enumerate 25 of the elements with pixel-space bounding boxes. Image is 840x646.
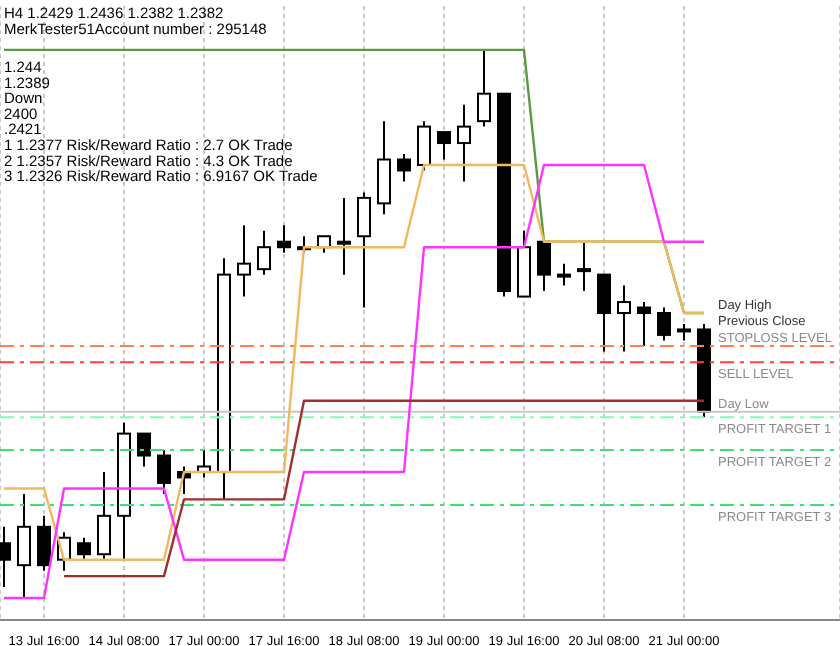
candlestick bbox=[0, 525, 11, 589]
candlestick bbox=[537, 240, 551, 293]
candlestick bbox=[157, 449, 171, 495]
candlestick bbox=[557, 262, 571, 287]
candlestick bbox=[37, 514, 51, 572]
candlestick bbox=[617, 284, 631, 353]
candlestick bbox=[357, 191, 371, 309]
candlestick bbox=[457, 103, 471, 183]
candlestick bbox=[137, 432, 151, 468]
candlestick bbox=[77, 536, 91, 561]
candlestick bbox=[97, 470, 111, 561]
candlestick bbox=[337, 196, 351, 276]
candlestick bbox=[257, 229, 271, 276]
candlestick bbox=[417, 120, 431, 172]
candlestick bbox=[437, 131, 451, 161]
candlestick bbox=[377, 120, 391, 216]
candlestick bbox=[237, 224, 251, 298]
candlestick bbox=[637, 301, 651, 347]
candlestick bbox=[477, 48, 491, 128]
candlestick bbox=[657, 306, 671, 342]
candlestick bbox=[17, 492, 31, 600]
candlestick bbox=[597, 273, 611, 353]
candlestick bbox=[577, 240, 591, 293]
candlestick bbox=[277, 224, 291, 254]
candlestick bbox=[397, 153, 411, 183]
